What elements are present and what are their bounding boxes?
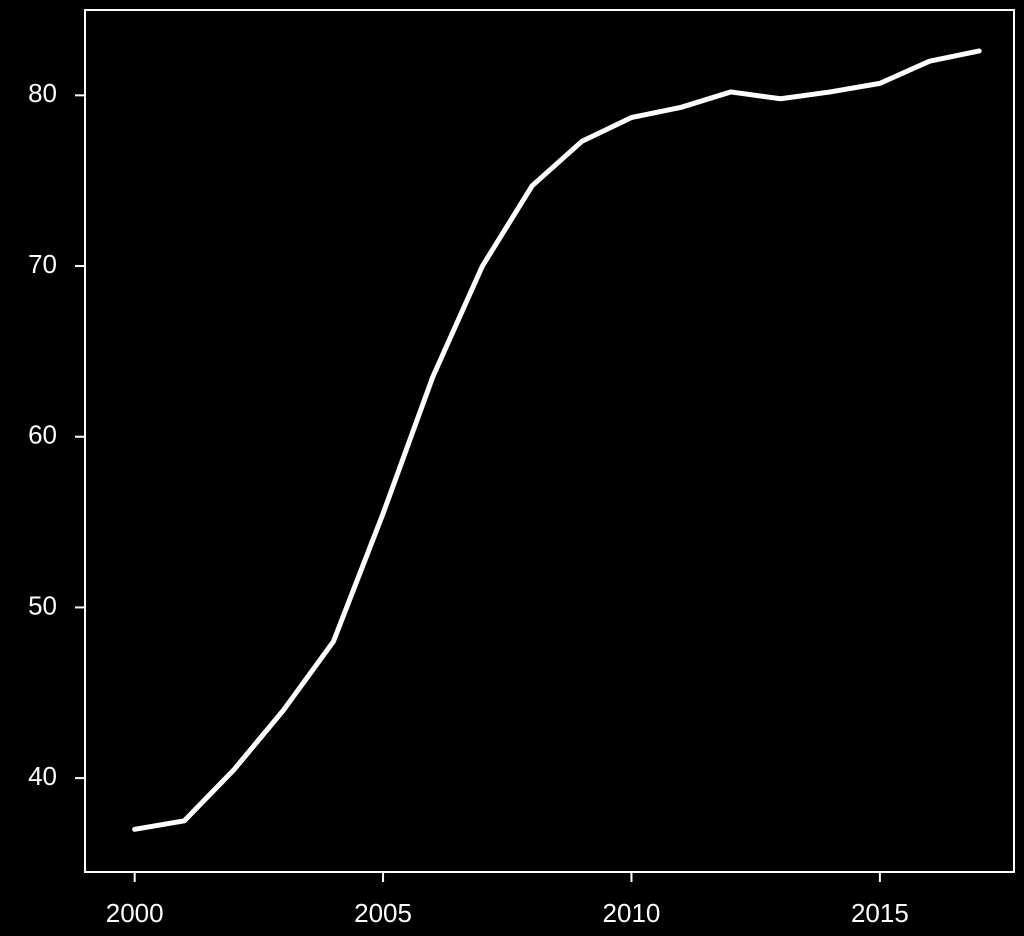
line-chart: 2000 2005 2010 2015 40 50 60 70 80	[0, 0, 1024, 936]
y-tick-label: 50	[28, 590, 57, 620]
x-tick-label: 2000	[106, 898, 164, 928]
y-tick-label: 60	[28, 420, 57, 450]
x-tick-label: 2010	[603, 898, 661, 928]
chart-svg: 2000 2005 2010 2015 40 50 60 70 80	[0, 0, 1024, 936]
y-tick-label: 40	[28, 761, 57, 791]
y-tick-label: 70	[28, 249, 57, 279]
x-tick-label: 2015	[851, 898, 909, 928]
y-tick-label: 80	[28, 78, 57, 108]
chart-background	[0, 0, 1024, 936]
x-tick-label: 2005	[354, 898, 412, 928]
